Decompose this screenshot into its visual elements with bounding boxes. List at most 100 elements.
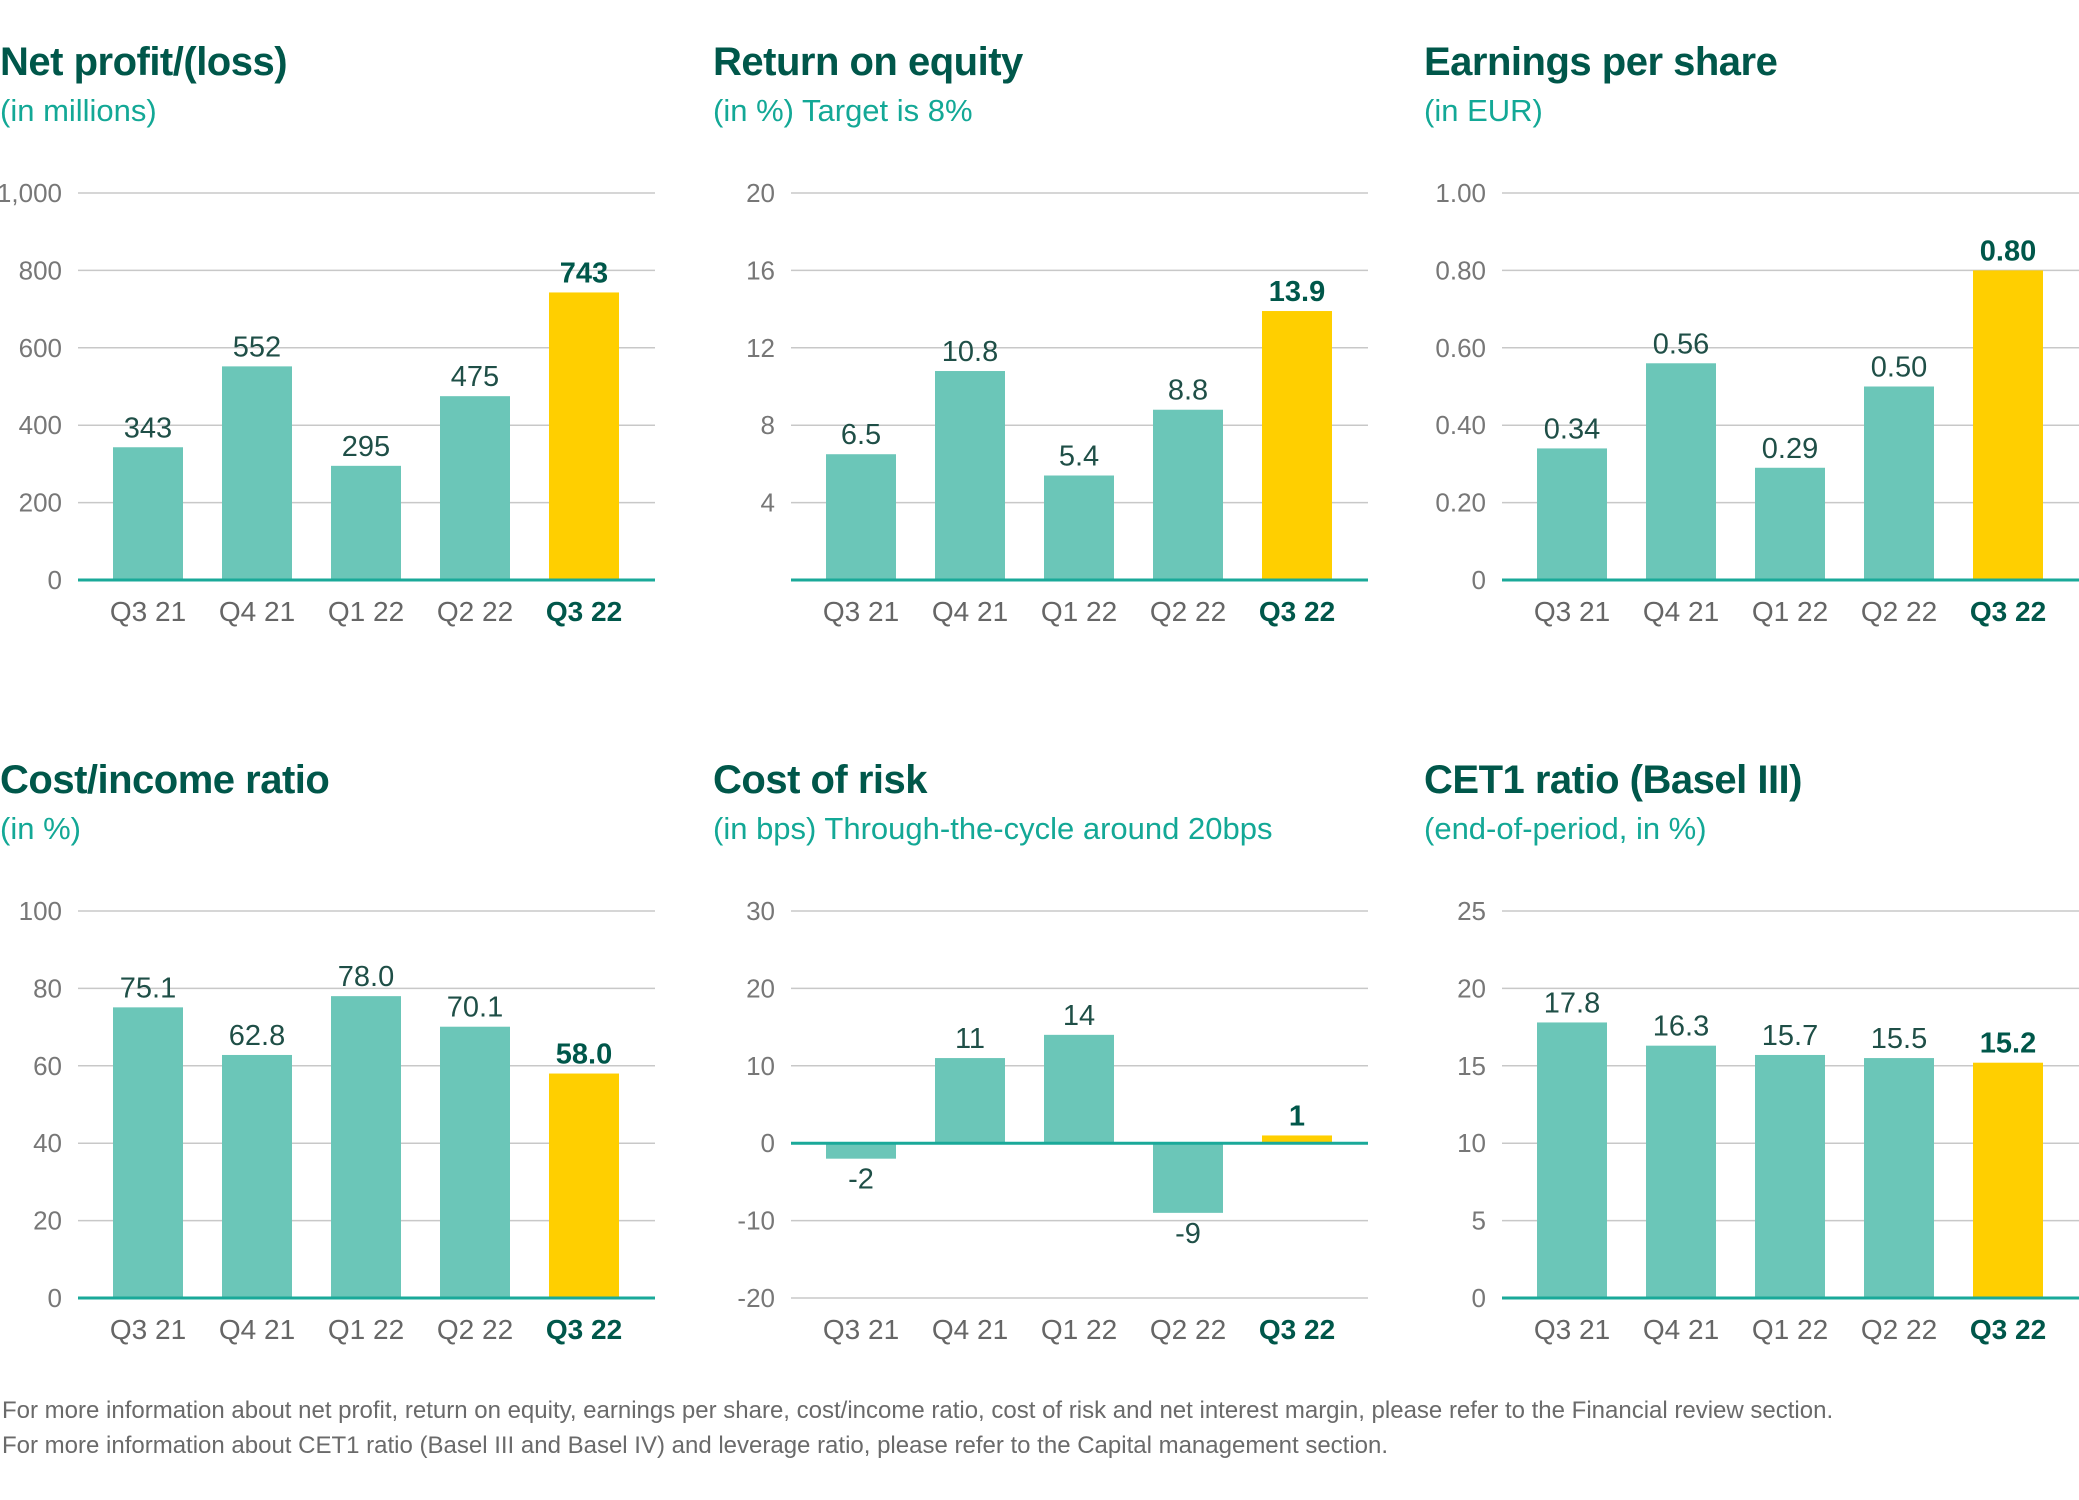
bar-highlight [549,1073,619,1298]
bar [826,1143,896,1159]
bar [331,465,401,580]
y-tick-label: 10 [746,1051,775,1081]
y-tick-label: 0 [761,1128,775,1158]
y-tick-label: 20 [746,973,775,1003]
y-tick-label: 5 [1472,1206,1486,1236]
x-tick-label: Q2 22 [437,1314,513,1345]
bar-highlight [1973,1062,2043,1298]
data-label: 70.1 [447,992,503,1024]
y-tick-label: 30 [746,896,775,926]
data-label: 17.8 [1544,987,1600,1019]
y-tick-label: 1.00 [1435,178,1486,208]
data-label: 5.4 [1059,441,1099,473]
x-tick-label: Q2 22 [437,596,513,627]
data-label: 11 [955,1023,985,1055]
chart-title: Earnings per share [1424,40,1778,84]
x-tick-label: Q1 22 [328,1314,404,1345]
x-tick-label: Q3 21 [1534,596,1610,627]
chart-subtitle: (end-of-period, in %) [1424,811,1707,846]
x-tick-label: Q3 21 [110,596,186,627]
cet1-ratio-chart: 0 5 10 15 20 25 17.8 Q3 21 16.3 Q4 21 15.7 Q1 22 15.… [1457,896,2079,1345]
data-label: 552 [233,331,281,363]
x-tick-label: Q1 22 [328,596,404,627]
data-label: 6.5 [841,419,881,451]
x-tick-label: Q3 21 [110,1314,186,1345]
bar [222,1054,292,1298]
x-tick-label: Q3 22 [1970,596,2046,627]
bar [1864,386,1934,580]
chart-title: Cost of risk [713,758,928,802]
x-tick-label: Q1 22 [1041,596,1117,627]
y-tick-label: 400 [19,410,62,440]
y-tick-label: 1,000 [0,178,62,208]
bar-highlight [549,292,619,580]
y-tick-label: 20 [1457,973,1486,1003]
x-tick-label: Q4 21 [1643,1314,1719,1345]
data-label: 14 [1063,1000,1095,1032]
bar-highlight [1973,270,2043,580]
data-label: 743 [560,257,608,289]
x-tick-label: Q4 21 [1643,596,1719,627]
chart-subtitle: (in %) [0,811,81,846]
x-tick-label: Q3 22 [1259,1314,1335,1345]
bar [935,371,1005,580]
footnote-capital-management: For more information about CET1 ratio (B… [2,1432,1389,1459]
y-tick-label: 800 [19,255,62,285]
data-label: 16.3 [1653,1011,1709,1043]
y-tick-label: 25 [1457,896,1486,926]
x-tick-label: Q3 22 [546,596,622,627]
data-label: 475 [451,361,499,393]
x-tick-label: Q4 21 [932,596,1008,627]
bar [113,447,183,580]
chart-panel-return-on-equity: Return on equity (in %) Target is 8% 4 8 1… [713,0,1393,660]
data-label: 62.8 [229,1020,285,1052]
y-tick-label: -20 [737,1283,775,1313]
x-tick-label: Q3 22 [1970,1314,2046,1345]
footnote-financial-review: For more information about net profit, r… [2,1397,1834,1424]
y-tick-label: 80 [33,973,62,1003]
cost-of-risk-chart: -20 -10 0 10 20 30 -2 Q3 21 11 Q4 21 14 Q1 22 -9 Q2 2… [737,896,1368,1345]
y-tick-label: 200 [19,488,62,518]
chart-panel-cost-of-risk: Cost of risk (in bps) Through-the-cycle … [713,718,1393,1378]
bar-highlight [1262,311,1332,580]
bar [1755,467,1825,580]
data-label: -9 [1175,1218,1201,1250]
chart-panel-cost-income-ratio: Cost/income ratio (in %) 0 20 40 60 80 100 75.… [0,718,680,1378]
data-label: 75.1 [120,972,176,1004]
chart-subtitle: (in millions) [0,93,157,128]
chart-title: Net profit/(loss) [0,40,288,84]
x-tick-label: Q3 22 [1259,596,1335,627]
chart-title: CET1 ratio (Basel III) [1424,758,1802,802]
y-tick-label: 0 [48,1283,62,1313]
bar [113,1007,183,1298]
chart-subtitle: (in bps) Through-the-cycle around 20bps [713,811,1273,846]
bar [1755,1054,1825,1298]
x-tick-label: Q2 22 [1150,596,1226,627]
bar [1044,1034,1114,1144]
y-tick-label: 0.80 [1435,255,1486,285]
chart-panel-earnings-per-share: Earnings per share (in EUR) 0 0.20 0.40 0.6… [1424,0,2079,660]
x-tick-label: Q2 22 [1150,1314,1226,1345]
data-label: 78.0 [338,961,394,993]
y-tick-label: 0.40 [1435,410,1486,440]
bar [222,366,292,580]
x-tick-label: Q3 21 [1534,1314,1610,1345]
y-tick-label: 12 [746,333,775,363]
data-label: 58.0 [556,1039,612,1071]
x-tick-label: Q2 22 [1861,596,1937,627]
y-tick-label: 8 [761,410,775,440]
y-tick-label: 15 [1457,1051,1486,1081]
x-tick-label: Q1 22 [1752,596,1828,627]
y-tick-label: 20 [33,1206,62,1236]
x-tick-label: Q3 21 [823,1314,899,1345]
bar [1646,1045,1716,1298]
data-label: 15.7 [1762,1020,1818,1052]
y-tick-label: 0.20 [1435,488,1486,518]
x-tick-label: Q4 21 [932,1314,1008,1345]
bar [440,396,510,580]
bar-highlight [1262,1135,1332,1144]
x-tick-label: Q3 21 [823,596,899,627]
data-label: 8.8 [1168,375,1208,407]
x-tick-label: Q2 22 [1861,1314,1937,1345]
bar [331,996,401,1298]
